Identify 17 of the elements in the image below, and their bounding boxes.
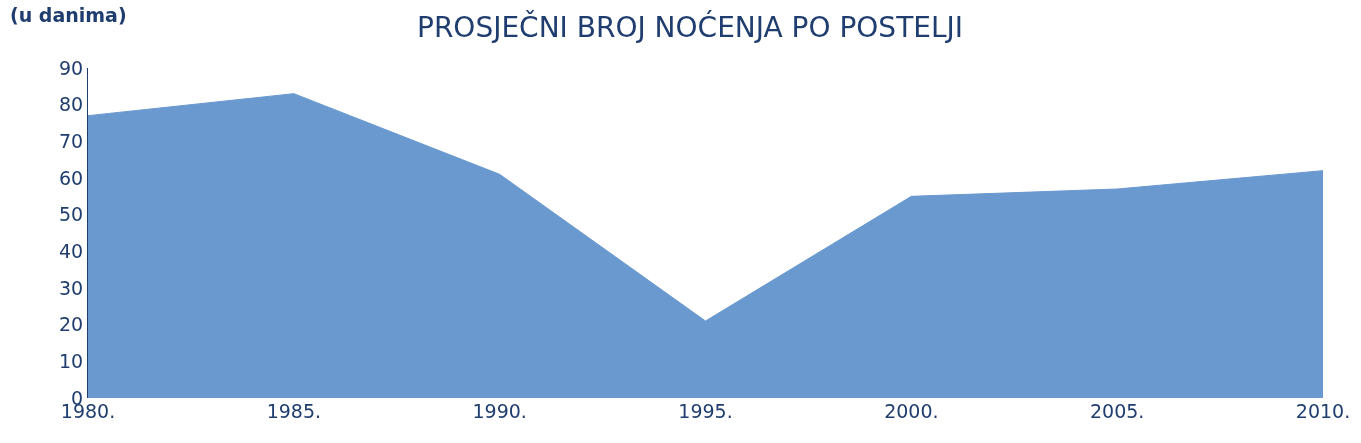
- x-tick-label: 1985.: [266, 400, 322, 422]
- x-tick-label: 1990.: [472, 400, 527, 422]
- x-tick-label: 2005.: [1089, 400, 1145, 422]
- y-axis-title: (u danima): [10, 4, 127, 26]
- y-tick-label: 50: [59, 203, 84, 226]
- y-tick-label: 10: [59, 349, 84, 372]
- y-tick-label: 90: [59, 56, 84, 79]
- x-tick-label: 1995.: [678, 400, 733, 422]
- chart-title: PROSJEČNI BROJ NOĆENJA PO POSTELJI: [417, 10, 964, 45]
- y-tick-label: 30: [59, 276, 84, 299]
- y-tick-label: 70: [59, 129, 84, 152]
- y-tick-label: 40: [59, 239, 84, 262]
- x-tick-label: 2010.: [1295, 400, 1351, 422]
- y-tick-label: 60: [59, 166, 84, 189]
- x-tick-label: 2000.: [884, 400, 939, 422]
- y-tick-label: 20: [59, 313, 84, 336]
- y-tick-label: 80: [59, 93, 84, 116]
